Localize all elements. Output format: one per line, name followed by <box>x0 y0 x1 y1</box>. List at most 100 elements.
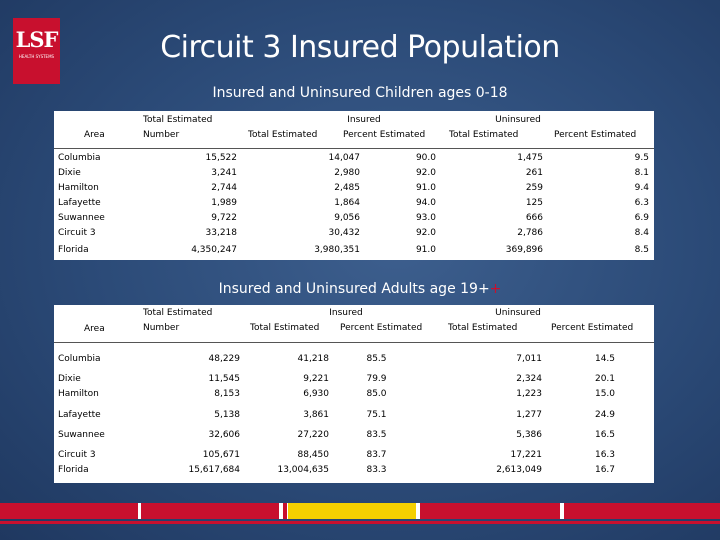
cell-uninsured-percent: 20.1 <box>594 374 616 384</box>
header-uninsured: Uninsured <box>495 115 541 125</box>
cell-uninsured-percent: 6.9 <box>634 213 649 223</box>
cell-area: Columbia <box>58 354 101 364</box>
header-total-estimated: Total Estimated <box>143 115 213 125</box>
cell-uninsured-total-second: 2,613,049 <box>496 465 542 475</box>
header-insured: Insured <box>347 115 381 125</box>
header-uninsured-percent: Percent Estimated <box>554 130 637 140</box>
table-row: Dixie 3,241 2,980 92.0 261 8.1 <box>54 166 654 181</box>
cell-insured-percent: 92.0 <box>415 168 436 178</box>
cell-area: Florida <box>58 245 89 255</box>
cell-area: Lafayette <box>58 198 101 208</box>
cell-uninsured-total: 259 <box>525 183 543 193</box>
cell-total: 2,744 <box>211 183 237 193</box>
cell-insured-total: 14,047 <box>328 153 361 163</box>
stripe-segment <box>138 503 141 519</box>
cell-area: Suwannee <box>58 430 105 440</box>
cell-area: Dixie <box>58 168 81 178</box>
stripe-segment <box>283 503 287 519</box>
cell-uninsured-percent: 9.5 <box>634 153 649 163</box>
bottom-stripes <box>0 503 720 519</box>
logo-mark: LSF <box>15 27 59 52</box>
header-uninsured-percent: Percent Estimated <box>551 323 634 333</box>
cell-area: Dixie <box>58 374 81 384</box>
cell-total: 33,218 <box>205 228 238 238</box>
cell-area: Hamilton <box>58 183 99 193</box>
lsf-logo: LSF HEALTH SYSTEMS <box>13 18 60 84</box>
table-row: Lafayette 5,138 3,861 75.1 1,277 24.9 <box>54 408 654 440</box>
cell-uninsured-percent-second: 15.0 <box>594 389 616 399</box>
cell-total: 15,522 <box>205 153 238 163</box>
stripe-segment <box>288 503 416 519</box>
adults-table: Area Total Estimated Number Insured Tota… <box>54 305 654 483</box>
cell-insured-total: 2,980 <box>334 168 360 178</box>
cell-insured-percent: 92.0 <box>415 228 436 238</box>
cell-uninsured-percent: 8.1 <box>634 168 649 178</box>
header-total-number: Number <box>143 323 180 333</box>
cell-insured-percent: 83.5 <box>366 430 387 440</box>
cell-insured-percent: 91.0 <box>415 245 436 255</box>
children-table-header: Area Total Estimated Number Insured Tota… <box>54 111 654 149</box>
stripe-segment <box>420 503 560 519</box>
cell-area: Circuit 3 <box>58 228 96 238</box>
header-total-number: Number <box>143 130 180 140</box>
cell-area: Circuit 3 <box>58 450 96 460</box>
cell-insured-total-second: 13,004,635 <box>277 465 329 475</box>
cell-area: Suwannee <box>58 213 105 223</box>
table-row: Florida 4,350,247 3,980,351 91.0 369,896 8.5 <box>54 243 654 258</box>
cell-area: Lafayette <box>58 410 101 420</box>
cell-uninsured-percent: 6.3 <box>634 198 649 208</box>
cell-insured-total: 27,220 <box>297 430 330 440</box>
cell-insured-percent: 93.0 <box>415 213 436 223</box>
header-insured-percent: Percent Estimated <box>340 323 423 333</box>
cell-insured-percent: 79.9 <box>366 374 387 384</box>
table-row: Dixie Hamilton 11,545 8,153 9,221 6,930 79.9 85… <box>54 372 654 404</box>
adults-subtitle: Insured and Uninsured Adults age 19++ <box>0 281 720 297</box>
adults-table-header: Area Total Estimated Number Insured Tota… <box>54 305 654 343</box>
cell-uninsured-total: 2,786 <box>517 228 543 238</box>
cell-insured-total: 88,450 <box>297 450 330 460</box>
cell-total: 105,671 <box>202 450 240 460</box>
cell-insured-percent: 94.0 <box>415 198 436 208</box>
header-uninsured: Uninsured <box>495 308 541 318</box>
header-insured-percent: Percent Estimated <box>343 130 426 140</box>
cell-area-second: Florida <box>58 465 89 475</box>
header-insured-total: Total Estimated <box>248 130 318 140</box>
cell-insured-percent-second: 85.0 <box>366 389 387 399</box>
cell-uninsured-total: 1,475 <box>517 153 543 163</box>
cell-uninsured-total: 125 <box>525 198 543 208</box>
cell-insured-total: 30,432 <box>328 228 361 238</box>
cell-total: 5,138 <box>214 410 240 420</box>
cell-uninsured-percent: 16.5 <box>594 430 616 440</box>
header-insured: Insured <box>329 308 363 318</box>
cell-uninsured-total: 369,896 <box>505 245 543 255</box>
cell-uninsured-total-second: 1,223 <box>516 389 542 399</box>
header-uninsured-total: Total Estimated <box>449 130 519 140</box>
cell-uninsured-percent: 9.4 <box>634 183 649 193</box>
stripe-segment <box>416 503 420 519</box>
cell-insured-percent: 91.0 <box>415 183 436 193</box>
header-insured-total: Total Estimated <box>250 323 320 333</box>
stripe-segment <box>564 503 720 519</box>
table-row: Circuit 3 33,218 30,432 92.0 2,786 8.4 <box>54 226 654 241</box>
cell-insured-total: 9,056 <box>334 213 360 223</box>
cell-total-second: 8,153 <box>214 389 240 399</box>
cell-insured-total: 2,485 <box>334 183 360 193</box>
table-row: Suwannee 32,606 27,220 83.5 5,386 16.5 <box>54 428 654 460</box>
bottom-rule <box>0 521 720 524</box>
cell-uninsured-percent: 8.5 <box>634 245 649 255</box>
cell-uninsured-total: 5,386 <box>516 430 542 440</box>
cell-uninsured-total: 2,324 <box>516 374 542 384</box>
table-row: Lafayette 1,989 1,864 94.0 125 6.3 <box>54 196 654 211</box>
stripe-segment <box>560 503 564 519</box>
cell-insured-total: 3,861 <box>303 410 329 420</box>
cell-total: 3,241 <box>211 168 237 178</box>
cell-insured-percent: 90.0 <box>415 153 436 163</box>
cell-total: 32,606 <box>208 430 241 440</box>
table-row: Suwannee 9,722 9,056 93.0 666 6.9 <box>54 211 654 226</box>
cell-total: 11,545 <box>208 374 241 384</box>
cell-total: 48,229 <box>208 354 241 364</box>
header-area: Area <box>84 130 105 140</box>
cell-insured-total-second: 6,930 <box>303 389 329 399</box>
cell-area: Columbia <box>58 153 101 163</box>
cell-insured-total: 1,864 <box>334 198 360 208</box>
